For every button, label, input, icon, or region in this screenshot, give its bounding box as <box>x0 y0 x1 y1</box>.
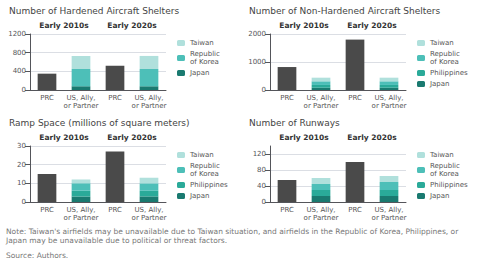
svg-text:Ramp Space (millions of square: Ramp Space (millions of square meters) <box>9 118 190 128</box>
svg-text:Early 2020s: Early 2020s <box>347 133 397 142</box>
svg-text:Number of Non-Hardened Aircraf: Number of Non-Hardened Aircraft Shelters <box>249 6 441 16</box>
svg-text:10: 10 <box>17 179 26 187</box>
svg-text:0: 0 <box>262 198 266 206</box>
svg-text:Taiwan: Taiwan <box>429 151 454 159</box>
svg-text:US, Ally,: US, Ally, <box>66 94 95 102</box>
svg-text:Early 2010s: Early 2010s <box>39 133 89 142</box>
svg-text:Early 2020s: Early 2020s <box>107 21 157 30</box>
svg-text:US, Ally,: US, Ally, <box>374 94 403 102</box>
svg-text:of Korea: of Korea <box>190 58 219 66</box>
svg-text:PRC: PRC <box>108 94 122 102</box>
svg-text:Source: Authors.: Source: Authors. <box>6 251 68 260</box>
svg-text:of Korea: of Korea <box>430 170 459 178</box>
svg-text:PRC: PRC <box>280 94 294 102</box>
svg-text:0: 0 <box>22 86 26 94</box>
svg-text:or Partner: or Partner <box>372 214 407 222</box>
svg-text:Early 2010s: Early 2010s <box>279 21 329 30</box>
svg-text:Japan: Japan <box>189 69 210 77</box>
svg-text:1000: 1000 <box>248 58 266 66</box>
svg-text:Early 2010s: Early 2010s <box>279 133 329 142</box>
svg-text:Number of Hardened Aircraft Sh: Number of Hardened Aircraft Shelters <box>9 6 179 16</box>
svg-text:or Partner: or Partner <box>132 102 167 110</box>
svg-text:or Partner: or Partner <box>304 102 339 110</box>
svg-text:Early 2020s: Early 2020s <box>347 21 397 30</box>
svg-text:20: 20 <box>17 161 26 169</box>
svg-text:PRC: PRC <box>40 94 54 102</box>
svg-text:80: 80 <box>257 166 266 174</box>
svg-text:US, Ally,: US, Ally, <box>134 206 163 214</box>
svg-text:120: 120 <box>253 150 266 158</box>
svg-text:Note: Taiwan's airfields may b: Note: Taiwan's airfields may be unavaila… <box>6 227 461 236</box>
svg-text:Japan: Japan <box>429 192 450 200</box>
svg-text:30: 30 <box>17 142 26 150</box>
svg-text:2000: 2000 <box>248 30 266 38</box>
svg-text:Japan may be unavailable due t: Japan may be unavailable due to politica… <box>5 236 227 245</box>
svg-text:or Partner: or Partner <box>132 214 167 222</box>
svg-text:US, Ally,: US, Ally, <box>306 206 335 214</box>
svg-text:Philippines: Philippines <box>430 69 468 77</box>
svg-text:PRC: PRC <box>280 206 294 214</box>
svg-text:Philippines: Philippines <box>430 181 468 189</box>
svg-text:Number of Runways: Number of Runways <box>249 118 340 128</box>
svg-text:Republic: Republic <box>430 50 460 58</box>
svg-text:0: 0 <box>262 86 266 94</box>
svg-text:Taiwan: Taiwan <box>189 151 214 159</box>
svg-text:1200: 1200 <box>8 30 26 38</box>
svg-text:PRC: PRC <box>348 206 362 214</box>
svg-text:US, Ally,: US, Ally, <box>66 206 95 214</box>
svg-text:Republic: Republic <box>190 50 220 58</box>
svg-text:Republic: Republic <box>430 162 460 170</box>
svg-text:40: 40 <box>257 182 266 190</box>
svg-text:of Korea: of Korea <box>190 170 219 178</box>
svg-text:PRC: PRC <box>108 206 122 214</box>
svg-text:or Partner: or Partner <box>64 102 99 110</box>
svg-text:PRC: PRC <box>348 94 362 102</box>
svg-text:0: 0 <box>22 198 26 206</box>
svg-text:Japan: Japan <box>429 80 450 88</box>
svg-text:Republic: Republic <box>190 162 220 170</box>
svg-text:or Partner: or Partner <box>372 102 407 110</box>
svg-text:400: 400 <box>13 67 26 75</box>
svg-text:Japan: Japan <box>189 192 210 200</box>
svg-text:800: 800 <box>13 49 26 57</box>
svg-text:PRC: PRC <box>40 206 54 214</box>
svg-text:Taiwan: Taiwan <box>189 39 214 47</box>
svg-text:or Partner: or Partner <box>64 214 99 222</box>
svg-text:Philippines: Philippines <box>190 181 228 189</box>
svg-text:of Korea: of Korea <box>430 58 459 66</box>
svg-text:Early 2010s: Early 2010s <box>39 21 89 30</box>
svg-text:Taiwan: Taiwan <box>429 39 454 47</box>
svg-text:US, Ally,: US, Ally, <box>374 206 403 214</box>
svg-text:US, Ally,: US, Ally, <box>306 94 335 102</box>
svg-text:US, Ally,: US, Ally, <box>134 94 163 102</box>
svg-text:or Partner: or Partner <box>304 214 339 222</box>
svg-text:Early 2020s: Early 2020s <box>107 133 157 142</box>
